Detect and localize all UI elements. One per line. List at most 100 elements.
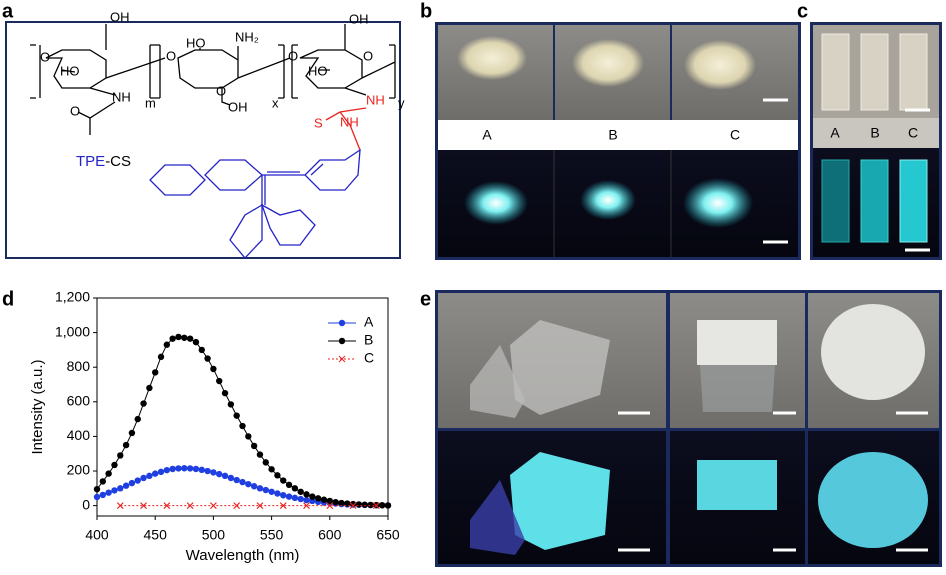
marker — [186, 502, 194, 510]
marker — [274, 490, 281, 497]
panel-frame — [5, 21, 401, 259]
marker — [198, 466, 205, 474]
x-tick-label: 450 — [144, 527, 168, 543]
marker — [280, 477, 287, 484]
marker — [169, 465, 176, 473]
marker — [262, 486, 269, 494]
marker — [146, 472, 153, 480]
panel-label: d — [2, 288, 14, 310]
marker — [274, 472, 281, 479]
cuvettes — [821, 33, 928, 111]
atom-label: O — [70, 103, 80, 118]
marker — [227, 401, 235, 408]
marker — [239, 478, 246, 486]
marker — [99, 491, 107, 499]
y-tick-label: 800 — [67, 358, 91, 374]
atom-label: x — [272, 95, 279, 110]
atom-label: y — [398, 95, 405, 110]
marker — [163, 341, 171, 348]
sample-label: C — [730, 127, 740, 143]
powder — [684, 40, 756, 90]
glow — [464, 181, 528, 225]
marker — [297, 488, 304, 495]
marker — [105, 470, 112, 477]
y-tick-label: 1,200 — [55, 289, 90, 305]
marker — [117, 452, 124, 459]
marker — [250, 442, 258, 450]
marker — [309, 493, 316, 500]
marker — [99, 478, 107, 485]
x-tick-label: 550 — [260, 527, 284, 543]
gel — [470, 345, 525, 418]
marker — [268, 488, 275, 495]
marker — [152, 369, 159, 376]
marker — [291, 494, 299, 502]
marker — [355, 501, 363, 508]
cuvette — [899, 33, 928, 111]
x-axis-label: Wavelength (nm) — [186, 547, 300, 564]
marker — [210, 365, 217, 373]
marker — [221, 472, 229, 480]
atom-label: NH₂ — [235, 29, 259, 44]
marker — [256, 485, 264, 492]
atom-label: S — [314, 115, 323, 130]
marker — [384, 502, 392, 509]
marker — [192, 338, 200, 346]
marker — [256, 451, 264, 458]
marker — [216, 470, 223, 478]
x-tick-label: 650 — [376, 527, 400, 543]
marker — [279, 502, 287, 510]
marker — [204, 467, 211, 475]
glow — [580, 180, 636, 220]
marker — [361, 501, 368, 508]
photo-row — [438, 25, 798, 257]
compound-cs: -CS — [105, 153, 131, 170]
x-tick-label: 400 — [85, 527, 109, 543]
legend-marker — [338, 337, 346, 345]
y-tick-label: 1,000 — [55, 323, 90, 339]
atom-label: OH — [349, 11, 369, 26]
marker — [332, 498, 339, 506]
marker — [320, 496, 328, 503]
marker — [122, 482, 130, 489]
marker — [297, 495, 304, 503]
marker — [256, 502, 264, 510]
marker — [291, 485, 299, 492]
plot-frame — [96, 297, 389, 517]
atom-label: OH — [110, 9, 130, 24]
cuvette — [899, 159, 928, 243]
marker — [378, 502, 386, 509]
marker — [175, 333, 182, 341]
marker — [280, 492, 287, 499]
atom-label: OH — [228, 99, 248, 114]
powder — [457, 36, 527, 80]
marker — [146, 384, 153, 392]
x-tick-label: 500 — [202, 527, 226, 543]
marker — [303, 502, 310, 510]
panel-label: b — [420, 0, 432, 22]
marker — [116, 502, 124, 510]
sample-label: A — [830, 125, 840, 141]
x-tick-label: 600 — [318, 527, 342, 543]
marker — [216, 377, 223, 385]
marker — [181, 334, 188, 341]
marker — [198, 346, 205, 354]
legend-label: C — [364, 350, 374, 366]
marker — [186, 465, 194, 472]
y-tick-label: 200 — [67, 462, 91, 478]
marker — [262, 459, 269, 466]
y-axis-label: Intensity (a.u.) — [29, 359, 46, 454]
marker — [181, 465, 188, 472]
atom-label: O — [216, 83, 226, 98]
powder — [572, 39, 644, 87]
marker — [210, 469, 217, 476]
photo-content — [470, 304, 928, 555]
marker — [227, 474, 235, 482]
marker — [186, 335, 194, 342]
marker — [326, 502, 334, 510]
cuvette — [821, 33, 850, 111]
cuvette — [860, 33, 889, 111]
structure-backbone — [30, 24, 396, 135]
marker — [338, 499, 345, 507]
atom-label: O — [288, 48, 298, 63]
